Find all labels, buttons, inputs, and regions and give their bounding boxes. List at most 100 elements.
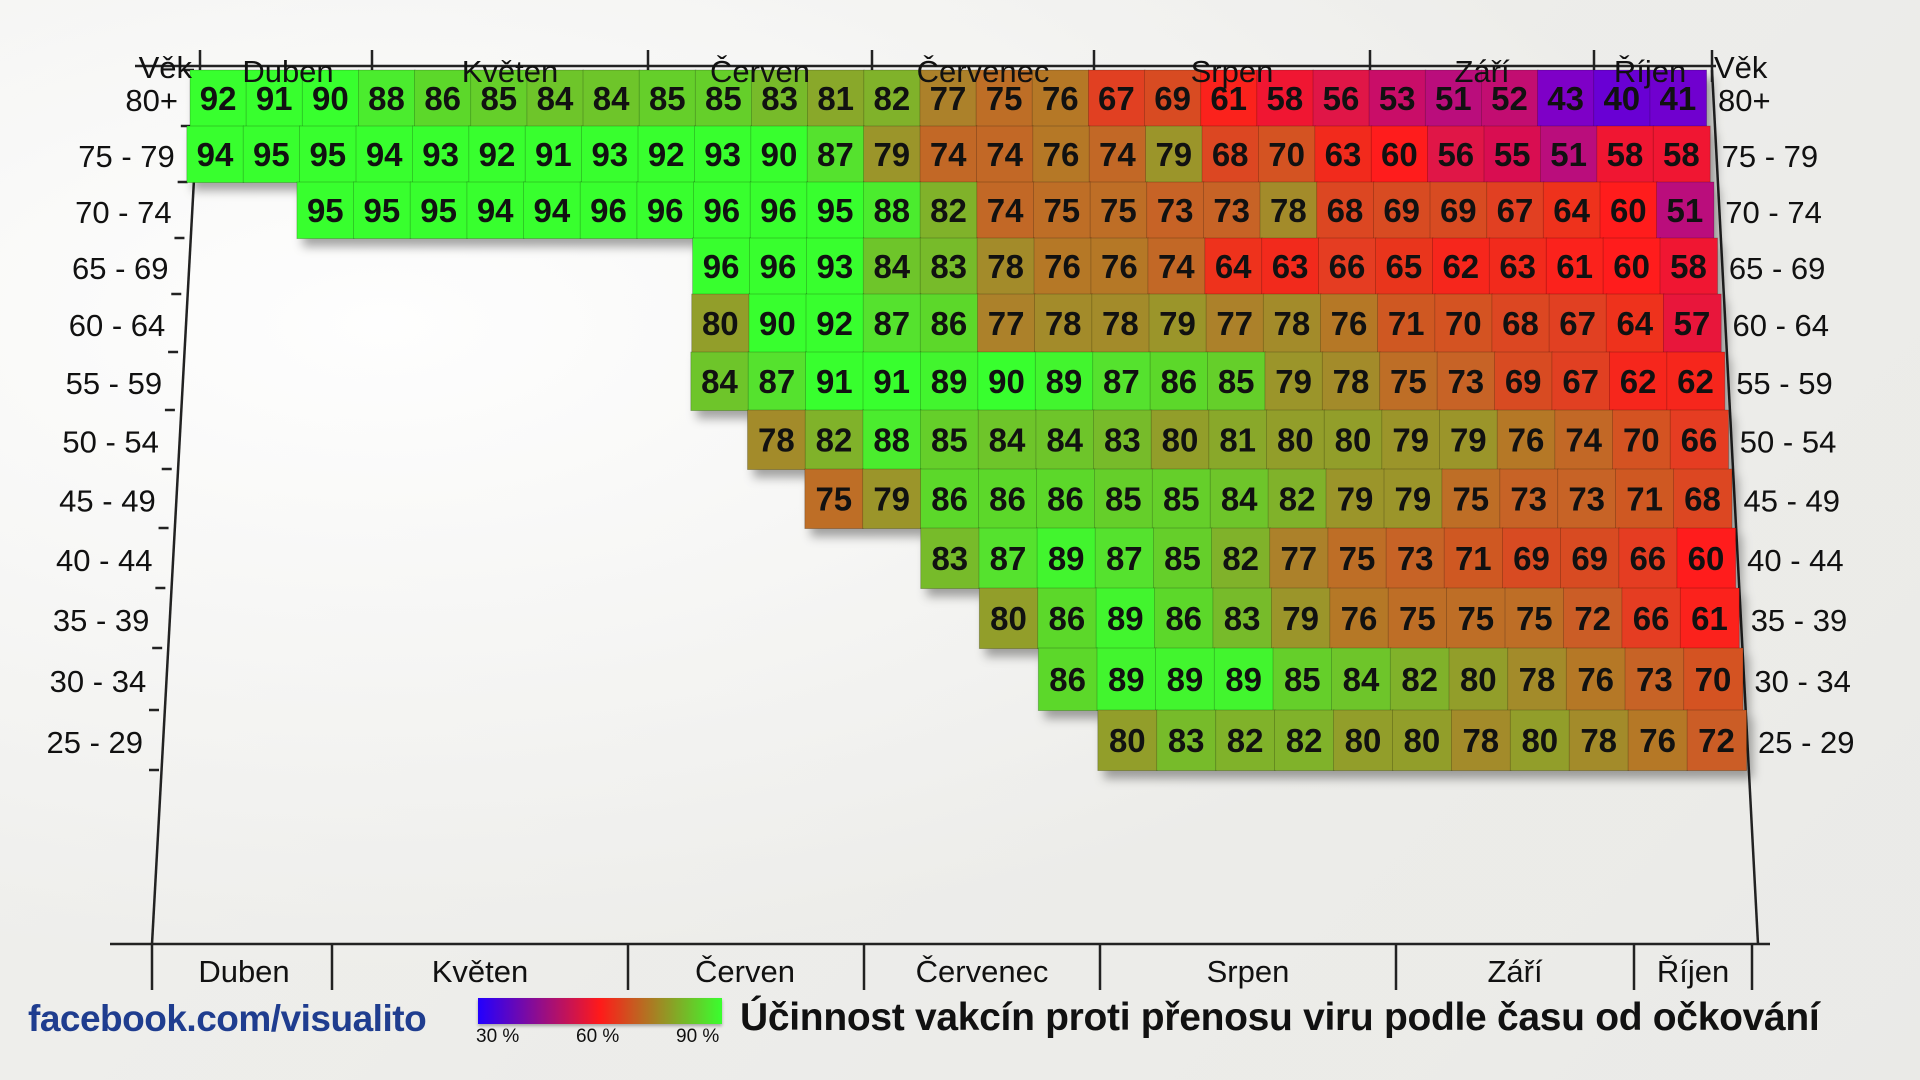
heatmap-cell — [1666, 351, 1726, 411]
heatmap-value-label: 60 — [1613, 248, 1650, 285]
heatmap-value-label: 66 — [1329, 248, 1366, 285]
heatmap-value-label: 85 — [1105, 481, 1142, 518]
heatmap-value-label: 76 — [1101, 248, 1138, 285]
heatmap-cell — [1266, 409, 1326, 470]
heatmap-cell — [1554, 409, 1614, 470]
heatmap-cell — [976, 125, 1034, 183]
axis-labels: 80+ 80+ 75 - 79 75 - 79 70 - 74 70 - 74 65 - 6… — [46, 50, 1854, 989]
heatmap-value-label: 79 — [1337, 481, 1374, 518]
heatmap-cell — [1146, 181, 1205, 239]
heatmap-value-label: 89 — [1107, 600, 1144, 637]
heatmap-value-label: 83 — [931, 540, 968, 577]
heatmap-value-label: 60 — [1381, 136, 1418, 173]
heatmap-cell — [1215, 709, 1276, 771]
heatmap-cell — [1383, 468, 1443, 529]
heatmap-value-label: 83 — [1224, 600, 1261, 637]
heatmap-value-label: 73 — [1397, 540, 1434, 577]
heatmap-value-label: 80 — [1460, 661, 1497, 698]
heatmap-value-label: 96 — [760, 248, 797, 285]
heatmap-cell — [526, 69, 585, 127]
heatmap-value-label: 91 — [816, 363, 853, 400]
heatmap-value-label: 80 — [1162, 422, 1199, 459]
heatmap-cell — [301, 69, 360, 127]
heatmap-value-label: 73 — [1568, 481, 1605, 518]
heatmap-value-label: 95 — [309, 136, 346, 173]
heatmap-value-label: 95 — [420, 192, 457, 229]
heatmap-cell — [1145, 125, 1203, 183]
heatmap-cell — [1094, 527, 1155, 589]
heatmap-cell — [1333, 709, 1394, 771]
heatmap-cell — [1153, 527, 1213, 589]
heatmap-value-label: 89 — [1108, 661, 1145, 698]
age-label-right: 65 - 69 — [1729, 251, 1826, 286]
heatmap-cell — [1436, 351, 1496, 411]
heatmap-value-label: 78 — [1270, 192, 1307, 229]
heatmap-value-label: 70 — [1623, 422, 1660, 459]
heatmap-cell — [1504, 587, 1565, 649]
heatmap-value-label: 53 — [1379, 80, 1416, 117]
heatmap-value-label: 56 — [1437, 136, 1474, 173]
heatmap-value-label: 67 — [1559, 305, 1596, 342]
heatmap-value-label: 86 — [989, 481, 1026, 518]
heatmap-value-label: 69 — [1154, 80, 1191, 117]
heatmap-value-label: 77 — [1280, 540, 1317, 577]
heatmap-cell — [1540, 125, 1598, 183]
heatmap-cell — [1329, 587, 1390, 649]
heatmap-cell — [977, 293, 1036, 353]
heatmap-value-label: 63 — [1325, 136, 1362, 173]
heatmap-value-label: 85 — [1163, 481, 1200, 518]
age-header-right: Věk — [1714, 50, 1768, 85]
heatmap-value-label: 75 — [1043, 192, 1080, 229]
heatmap-value-label: 68 — [1327, 192, 1364, 229]
age-label-left: 50 - 54 — [62, 425, 159, 460]
heatmap-value-label: 87 — [990, 540, 1027, 577]
heatmap-value-label: 67 — [1497, 192, 1534, 229]
age-label-right: 80+ — [1718, 83, 1771, 118]
heatmap-cell — [1615, 468, 1675, 529]
heatmap-value-label: 89 — [931, 363, 968, 400]
heatmap-value-label: 79 — [1275, 363, 1312, 400]
heatmap-cell — [1267, 468, 1327, 529]
heatmap-cell — [468, 125, 527, 183]
heatmap-value-label: 93 — [591, 136, 628, 173]
age-label-right: 75 - 79 — [1722, 139, 1819, 174]
heatmap-value-label: 80 — [1345, 722, 1382, 759]
heatmap-cell — [1262, 293, 1322, 353]
heatmap-value-label: 73 — [1510, 481, 1547, 518]
heatmap-value-label: 78 — [1274, 305, 1311, 342]
heatmap-value-label: 84 — [1046, 422, 1083, 459]
heatmap-value-label: 75 — [1339, 540, 1376, 577]
heatmap-cell — [1316, 181, 1375, 239]
heatmap-value-label: 78 — [1045, 305, 1082, 342]
heatmap-value-label: 78 — [987, 248, 1024, 285]
heatmap-value-label: 82 — [1227, 722, 1264, 759]
heatmap-value-label: 87 — [759, 363, 796, 400]
heatmap-value-label: 85 — [1164, 540, 1201, 577]
age-label-right: 55 - 59 — [1736, 366, 1833, 401]
heatmap-value-label: 80 — [1521, 722, 1558, 759]
heatmap-value-label: 92 — [648, 136, 685, 173]
heatmap-cell — [1370, 125, 1429, 183]
heatmap-value-label: 76 — [1044, 248, 1081, 285]
heatmap-cell — [694, 69, 753, 127]
heatmap-cell — [1599, 181, 1658, 239]
source-link[interactable]: facebook.com/visualito — [28, 998, 427, 1039]
heatmap-cell — [1147, 237, 1206, 295]
heatmap-cell — [1034, 293, 1093, 353]
heatmap-value-label: 61 — [1210, 80, 1247, 117]
heatmap-value-label: 75 — [815, 481, 852, 518]
heatmap-cell — [1673, 468, 1733, 529]
month-label-bottom: Duben — [198, 954, 289, 989]
heatmap-cell — [1318, 237, 1377, 295]
heatmap-value-label: 77 — [988, 305, 1025, 342]
age-label-right: 30 - 34 — [1754, 664, 1851, 699]
heatmap-value-label: 58 — [1267, 80, 1304, 117]
heatmap-value-label: 64 — [1215, 248, 1252, 285]
heatmap-cell — [1676, 527, 1737, 589]
heatmap-cell — [638, 69, 697, 127]
month-label-top: Srpen — [1191, 54, 1274, 89]
heatmap-cell — [1037, 587, 1098, 649]
heatmap-value-label: 72 — [1698, 722, 1735, 759]
heatmap-value-label: 56 — [1323, 80, 1360, 117]
heatmap-value-label: 76 — [1042, 80, 1079, 117]
